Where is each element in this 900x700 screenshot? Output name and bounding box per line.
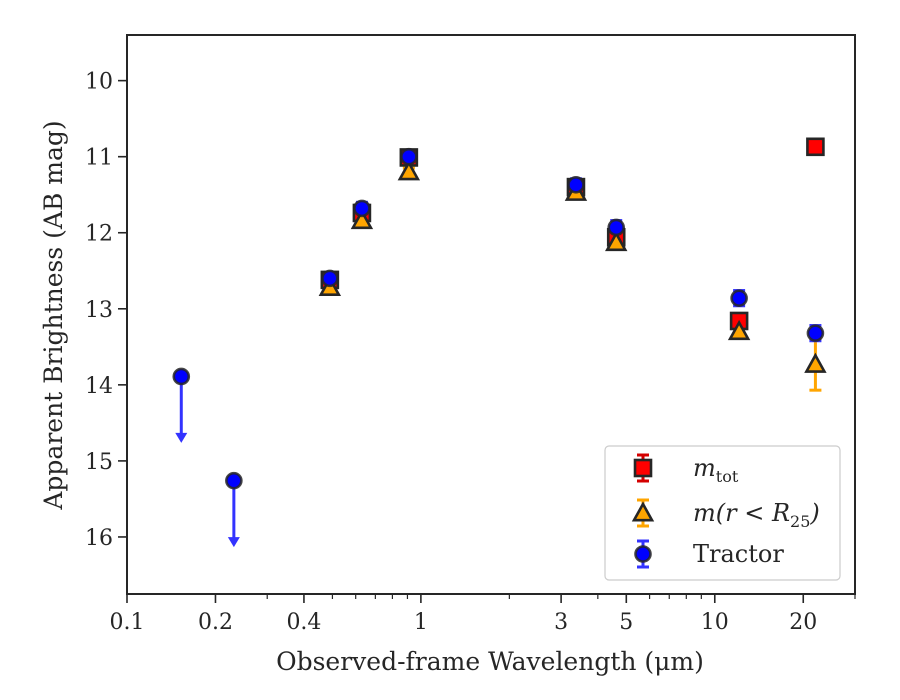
y-tick-label: 14 xyxy=(85,374,113,399)
legend-marker xyxy=(633,458,653,478)
legend-marker xyxy=(631,501,655,522)
y-axis-label: Apparent Brightness (AB mag) xyxy=(39,120,68,510)
y-tick-label: 15 xyxy=(85,450,113,475)
x-tick-label: 10 xyxy=(701,610,729,635)
triangle-point xyxy=(397,160,421,181)
x-tick-label: 3 xyxy=(554,610,568,635)
upper-limit-arrows xyxy=(175,376,240,548)
legend-label: Tractor xyxy=(693,540,784,568)
upper-limit-arrow-head xyxy=(227,537,240,548)
upper-limit-point xyxy=(172,367,191,386)
y-tick-label: 16 xyxy=(85,526,113,551)
legend-label: mtot xyxy=(693,454,739,486)
triangle-point xyxy=(804,352,827,373)
triangle-point xyxy=(350,208,374,230)
y-tick-label: 13 xyxy=(85,298,113,323)
x-tick-label: 1 xyxy=(414,610,428,635)
circle-point xyxy=(400,147,418,166)
legend-box xyxy=(604,445,841,581)
circle-point xyxy=(353,199,371,218)
triangle-point xyxy=(605,230,628,252)
x-tick-label: 20 xyxy=(789,610,817,635)
y-tick-label: 10 xyxy=(85,70,113,95)
x-tick-label: 0.1 xyxy=(110,610,145,635)
upper-limit-point xyxy=(225,471,243,490)
y-tick-label: 12 xyxy=(85,222,113,247)
upper-limit-arrow-head xyxy=(175,432,188,443)
circle-point xyxy=(607,218,626,237)
y-tick-label: 11 xyxy=(85,146,113,171)
x-tick-label: 0.4 xyxy=(286,610,321,635)
x-tick-label: 0.2 xyxy=(198,610,233,635)
circle-point xyxy=(806,324,825,342)
square-point xyxy=(806,137,825,157)
circle-point xyxy=(567,176,585,194)
plot-frame xyxy=(126,34,856,595)
circle-point xyxy=(730,289,748,307)
legend-label: m(r < R25) xyxy=(693,499,820,531)
triangle-point xyxy=(727,319,751,341)
x-axis-label: Observed-frame Wavelength (μm) xyxy=(276,647,704,676)
circle-point xyxy=(321,269,339,288)
legend: mtot m(r < R25) Tractor xyxy=(604,445,841,581)
data-markers xyxy=(172,137,827,490)
legend-marker xyxy=(634,545,652,563)
x-tick-label: 5 xyxy=(619,610,633,635)
